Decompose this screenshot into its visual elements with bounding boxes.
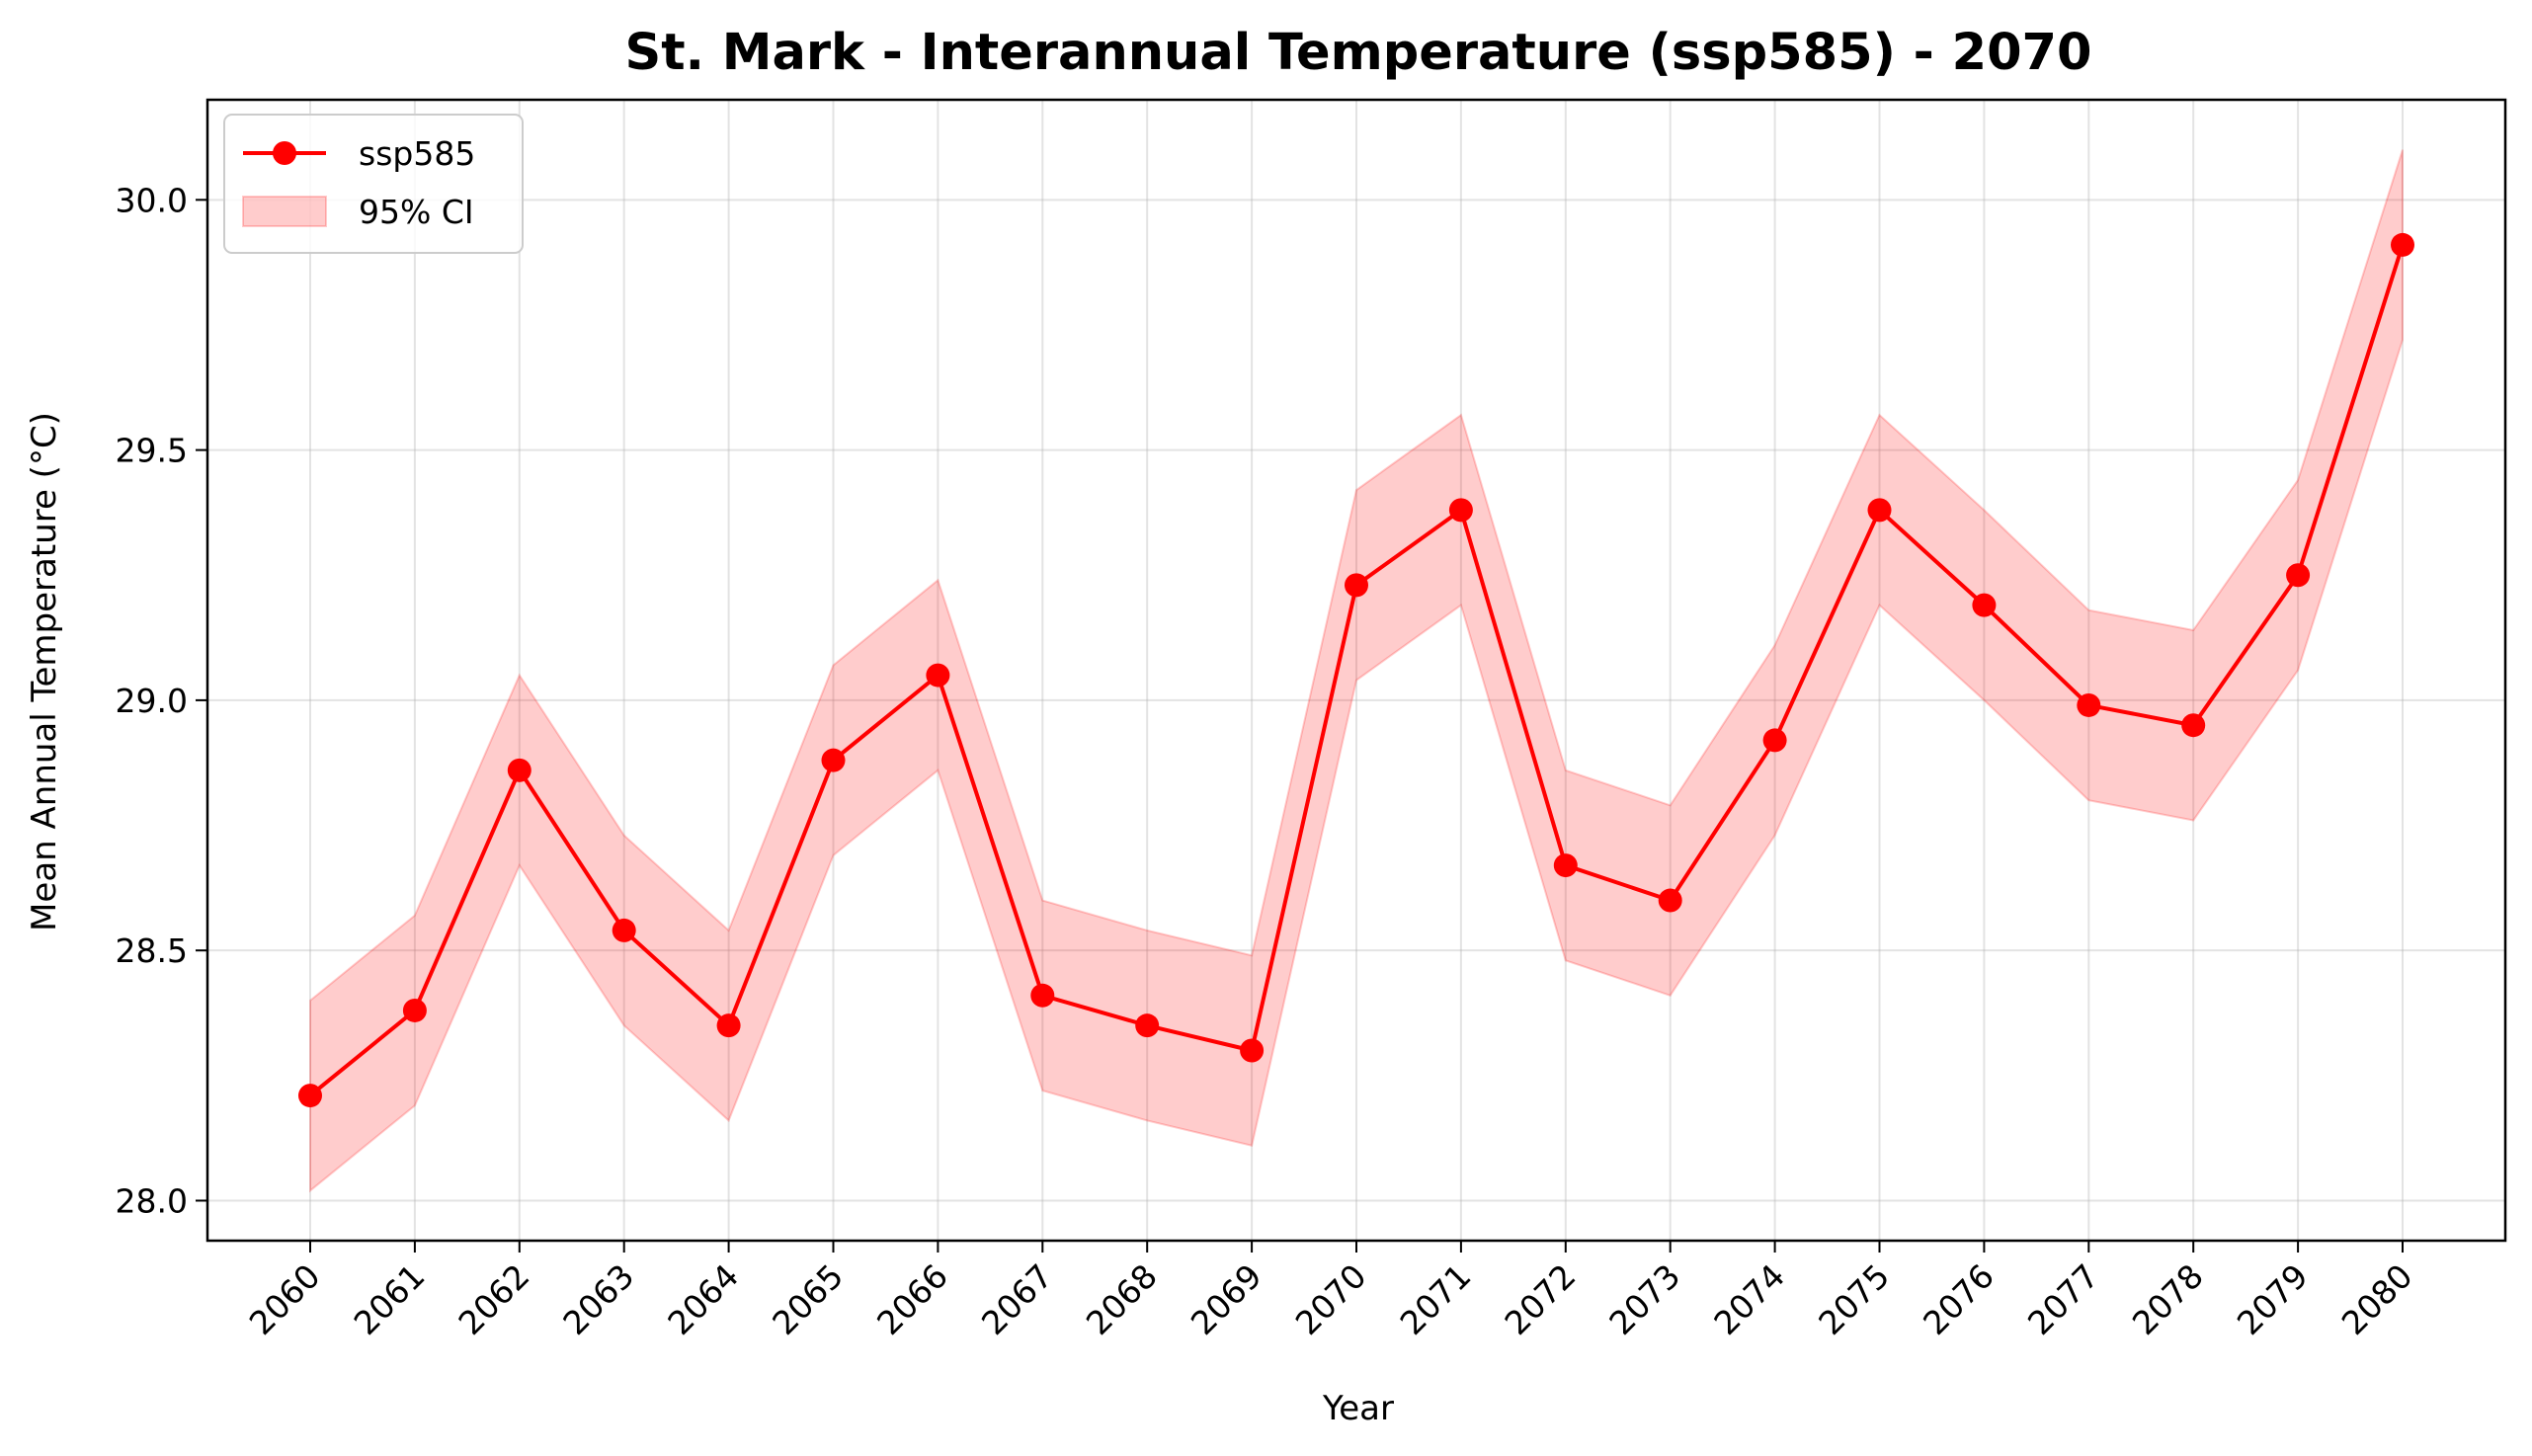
data-point-2069: [1240, 1038, 1265, 1063]
confidence-band-95: [309, 149, 2404, 1193]
y-tick-label-28.5: 28.5: [116, 931, 188, 970]
data-point-2079: [2286, 563, 2311, 588]
y-tick-label-29.0: 29.0: [116, 682, 188, 720]
data-point-2076: [1972, 593, 1997, 617]
data-point-2075: [1867, 498, 1892, 523]
data-point-2077: [2077, 692, 2101, 717]
legend-box: [223, 114, 524, 254]
data-points-layer: [298, 232, 2414, 1108]
data-point-2078: [2181, 713, 2206, 738]
data-point-2062: [507, 758, 531, 782]
y-axis-label: Mean Annual Temperature (°C): [25, 412, 64, 931]
data-point-2063: [612, 918, 636, 942]
confidence-band-layer: [309, 149, 2404, 1193]
data-point-2070: [1345, 573, 1368, 598]
data-point-2073: [1658, 888, 1682, 913]
data-point-2071: [1448, 498, 1473, 523]
data-point-2067: [1030, 983, 1055, 1008]
y-tick-label-30.0: 30.0: [116, 181, 188, 219]
data-point-2080: [2391, 232, 2414, 257]
data-point-2074: [1762, 728, 1787, 753]
data-point-2061: [402, 998, 427, 1022]
y-tick-label-29.5: 29.5: [116, 432, 188, 470]
legend-ssp585-label: ssp585: [359, 134, 475, 173]
data-point-2060: [298, 1084, 322, 1108]
y-axis-ticks: 28.0 28.5 29.0 29.5 30.0: [116, 181, 207, 1220]
data-point-2065: [821, 748, 846, 772]
data-point-2072: [1553, 853, 1578, 878]
data-point-2068: [1135, 1013, 1160, 1038]
y-tick-label-28.0: 28.0: [116, 1181, 188, 1220]
legend-ci-swatch: [242, 196, 327, 227]
data-point-2064: [716, 1013, 741, 1038]
legend-ssp585-marker: [273, 141, 296, 165]
chart-title: St. Mark - Interannual Temperature (ssp5…: [624, 24, 2091, 82]
legend-ci-label: 95% CI: [359, 193, 474, 231]
legend: ssp585 95% CI: [223, 114, 524, 254]
grid: [207, 100, 2505, 1241]
x-axis-label: Year: [1322, 1389, 1394, 1428]
data-point-2066: [926, 663, 950, 688]
